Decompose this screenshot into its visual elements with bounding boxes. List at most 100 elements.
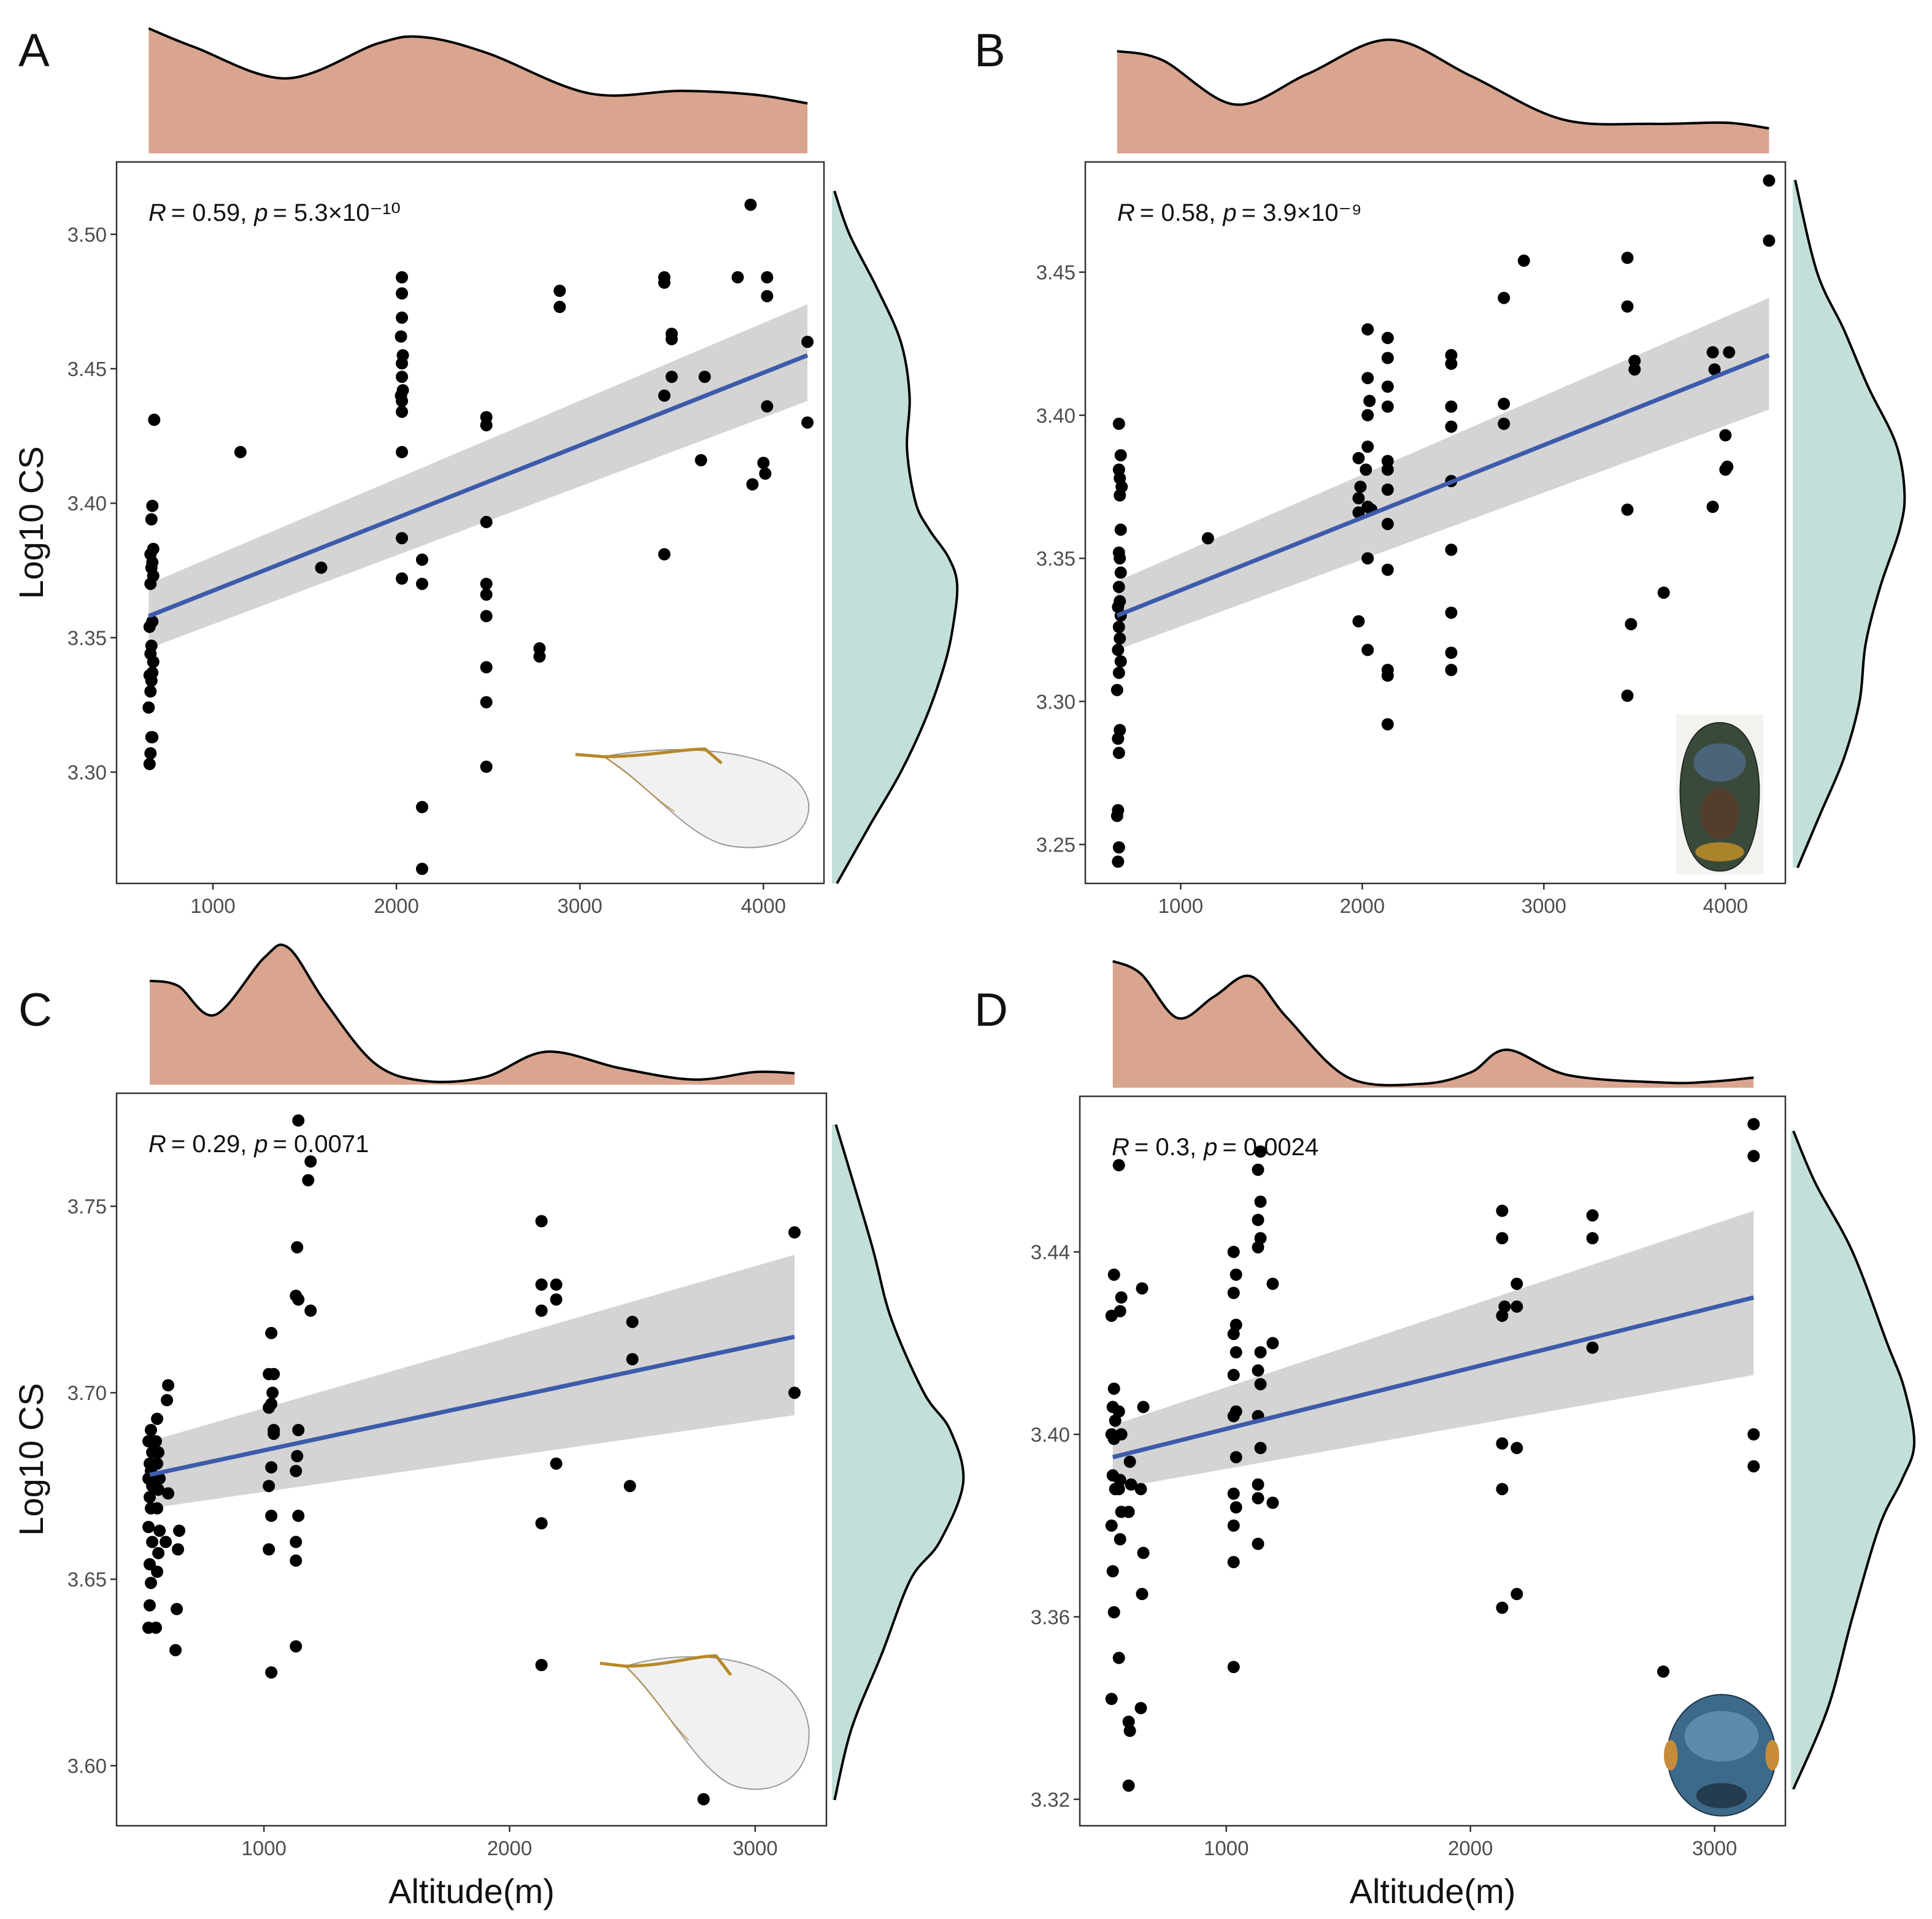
data-point <box>169 1644 182 1656</box>
data-point <box>416 801 428 813</box>
wing-vein-basal <box>625 1666 690 1741</box>
r-symbol: R <box>1112 1134 1130 1161</box>
data-point <box>480 577 493 590</box>
data-point <box>291 1241 304 1254</box>
data-point <box>1134 1483 1147 1496</box>
x-density-area <box>150 944 795 1085</box>
data-point <box>396 357 409 370</box>
data-point <box>1621 503 1634 516</box>
data-point <box>292 1509 305 1522</box>
data-point <box>761 271 774 283</box>
p-value: = 3.9×10⁻⁹ <box>1242 199 1362 226</box>
data-point <box>626 1353 639 1366</box>
data-point <box>535 1304 548 1317</box>
data-point <box>480 515 493 528</box>
y-axis-title: Log10 CS <box>12 1383 50 1536</box>
x-tick-label: 2000 <box>1340 894 1385 917</box>
data-point <box>1586 1209 1599 1222</box>
data-point <box>788 1386 801 1399</box>
data-point <box>1381 563 1394 576</box>
data-point <box>1363 394 1376 407</box>
data-point <box>1511 1442 1523 1455</box>
data-point <box>1445 348 1458 361</box>
data-point <box>1445 544 1458 556</box>
correlation-annotation: R = 0.29, p = 0.0071 <box>148 1131 369 1158</box>
data-point <box>1227 1286 1240 1299</box>
data-point <box>1445 606 1458 619</box>
data-point <box>416 553 428 566</box>
data-point <box>1763 234 1776 247</box>
data-point <box>1621 690 1634 702</box>
data-point <box>1445 357 1458 370</box>
data-point <box>146 666 159 679</box>
data-point <box>1625 618 1638 631</box>
fit-line <box>149 1334 795 1477</box>
data-point <box>1227 1661 1240 1674</box>
data-point <box>788 1226 801 1239</box>
data-points <box>1105 1118 1760 1792</box>
data-point <box>1114 724 1126 736</box>
r-value: = 0.29, <box>171 1131 247 1158</box>
data-point <box>263 1543 275 1556</box>
data-point <box>1621 300 1634 313</box>
data-point <box>1511 1300 1523 1313</box>
panel-letter: B <box>974 25 1006 77</box>
data-point <box>1708 363 1721 376</box>
data-point <box>698 371 711 383</box>
plot-frame <box>1079 1095 1787 1827</box>
data-point <box>1115 1428 1128 1440</box>
y-tick-label: 3.40 <box>1036 404 1076 427</box>
data-point <box>1125 1478 1137 1491</box>
data-point <box>1112 855 1125 868</box>
data-point <box>1381 380 1394 393</box>
data-point <box>1227 1519 1240 1532</box>
panel-c: C 1000 2000 3000 3.60 3.65 3.70 3.75 Log10 CS Alt… <box>12 943 965 1910</box>
data-point <box>1352 452 1365 464</box>
data-point <box>265 1509 278 1522</box>
y-tick-label: 3.70 <box>67 1382 107 1404</box>
data-point <box>304 1304 317 1317</box>
y-density-curve <box>833 1124 965 1801</box>
panel-letter: A <box>18 25 50 77</box>
data-point <box>535 1278 548 1291</box>
data-point <box>1763 174 1776 187</box>
data-point <box>1230 1346 1242 1359</box>
y-tick-label: 3.45 <box>67 358 107 380</box>
x-tick-label: 4000 <box>741 894 786 917</box>
head-capsule-image <box>1664 1694 1779 1817</box>
data-point <box>553 285 566 297</box>
data-point <box>291 1450 304 1463</box>
data-point <box>1445 400 1458 413</box>
head-mouthparts <box>1696 1783 1747 1809</box>
data-point <box>1254 1195 1267 1208</box>
x-density-curve <box>1117 38 1769 130</box>
data-point <box>480 610 493 623</box>
data-point <box>394 330 407 343</box>
y-tick-label: 3.40 <box>67 492 107 515</box>
data-point <box>695 454 707 467</box>
y-tick-label: 3.30 <box>67 761 107 784</box>
data-point <box>1254 1145 1267 1158</box>
data-point <box>1628 363 1641 376</box>
data-point <box>144 685 157 698</box>
data-point <box>553 301 566 313</box>
p-symbol: p <box>1222 199 1236 226</box>
data-point <box>1381 718 1394 731</box>
data-point <box>145 1424 157 1436</box>
data-point <box>172 1543 185 1556</box>
x-tick-label: 2000 <box>374 894 418 917</box>
p-value: = 0.0024 <box>1222 1134 1318 1161</box>
data-point <box>396 287 409 300</box>
data-point <box>1230 1451 1242 1464</box>
data-point <box>1107 1382 1120 1395</box>
data-point <box>144 1491 156 1504</box>
data-point <box>1106 1565 1119 1578</box>
y-density-area <box>1791 1131 1915 1790</box>
x-tick-label: 2000 <box>1448 1837 1493 1859</box>
data-point <box>697 1793 710 1806</box>
data-point <box>480 760 493 773</box>
data-point <box>1137 1401 1150 1413</box>
data-point <box>1498 291 1511 304</box>
data-point <box>1381 455 1394 467</box>
